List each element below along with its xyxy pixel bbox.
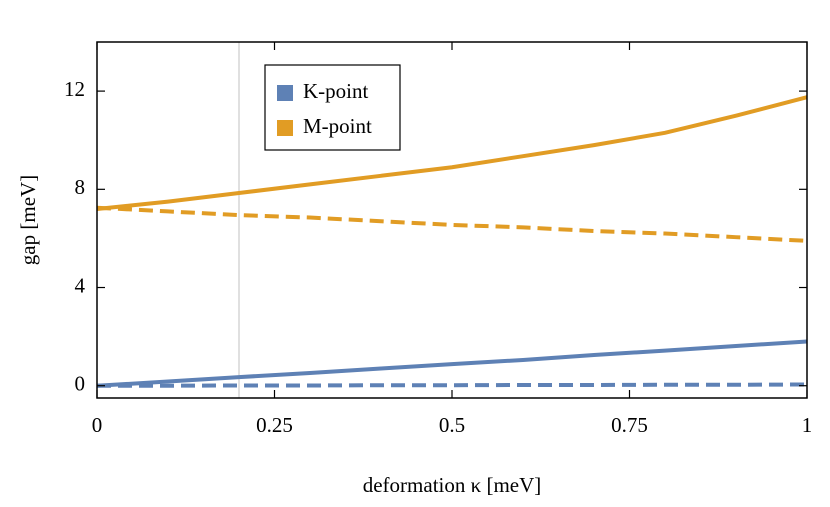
y-tick-label: 0 (75, 372, 86, 396)
series-dashed-line (96, 205, 808, 243)
x-tick-label: 0.75 (611, 413, 648, 437)
series-dashed-line (97, 382, 808, 388)
x-tick-label: 0 (92, 413, 103, 437)
x-tick-label: 1 (802, 413, 813, 437)
series-line (96, 95, 808, 211)
y-axis-label: gap [meV] (16, 175, 40, 265)
legend-swatch (277, 120, 293, 136)
y-tick-label: 8 (75, 175, 86, 199)
legend-swatch (277, 85, 293, 101)
y-tick-label: 12 (64, 77, 85, 101)
x-tick-label: 0.5 (439, 413, 465, 437)
legend-label: K-point (303, 79, 368, 103)
series-line (96, 339, 808, 388)
y-tick-label: 4 (75, 273, 86, 297)
plot-frame (96, 41, 808, 399)
legend: K-point M-point (264, 64, 401, 151)
x-tick-label: 0.25 (256, 413, 293, 437)
legend-label: M-point (303, 114, 372, 138)
x-axis-label: deformation κ [meV] (363, 473, 542, 497)
